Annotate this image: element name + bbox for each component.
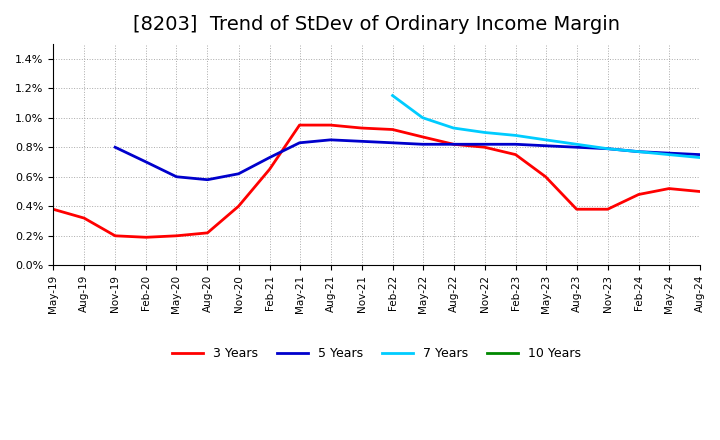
Title: [8203]  Trend of StDev of Ordinary Income Margin: [8203] Trend of StDev of Ordinary Income… [133,15,620,34]
Legend: 3 Years, 5 Years, 7 Years, 10 Years: 3 Years, 5 Years, 7 Years, 10 Years [167,342,586,366]
